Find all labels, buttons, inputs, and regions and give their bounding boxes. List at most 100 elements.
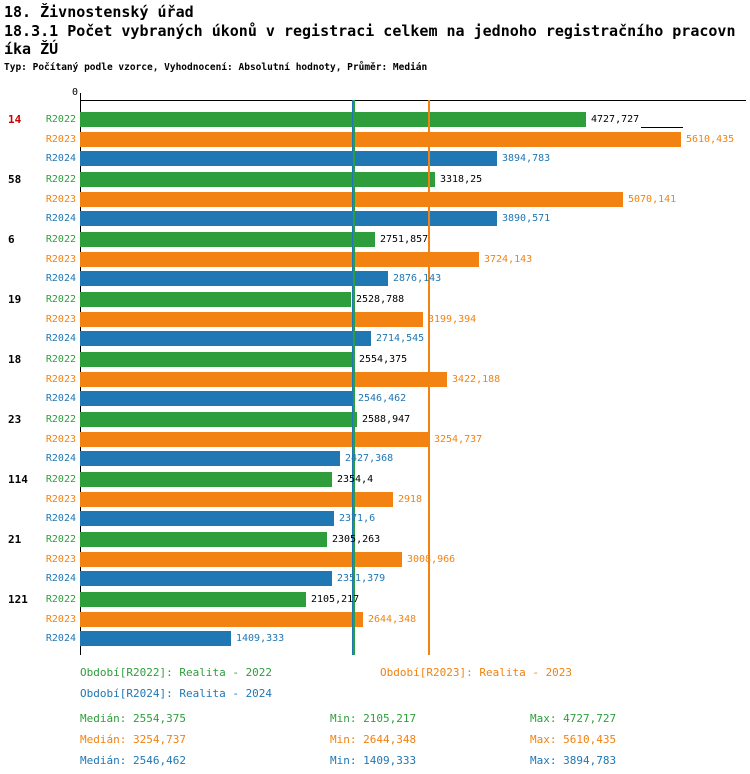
series-label: R2023 [45,253,76,265]
group-label: 19 [8,293,22,306]
legend-item-r2023: Období[R2023]: Realita - 2023 [380,666,573,679]
series-label: R2024 [45,453,76,464]
group-label: 114 [8,473,28,486]
series-label: R2023 [45,313,76,325]
bar-value-label: 2371,6 [339,513,376,524]
bar-r2022 [80,472,332,487]
bar-r2024 [80,331,371,346]
series-label: R2024 [45,273,76,284]
series-label: R2022 [45,174,76,185]
bar-value-label: 3890,571 [502,213,551,224]
bar-value-label: 2351,379 [337,573,386,584]
series-label: R2023 [45,433,76,445]
bar-value-label: 3254,737 [434,433,483,445]
report-title: 18. Živnostenský úřad [4,3,194,21]
series-label: R2024 [45,333,76,344]
stat-min-r2023: Min: 2644,348 [330,733,417,746]
bar-value-label: 3724,143 [484,253,533,265]
bar-value-label: 2918 [398,493,423,505]
median-line-r2022 [353,100,355,655]
bar-r2023 [80,611,363,627]
bar-r2023 [80,371,447,387]
bar-value-label: 2354,4 [337,474,374,485]
stat-max-r2024: Max: 3894,783 [530,754,617,767]
series-label: R2022 [45,294,76,305]
report-subtitle: 18.3.1 Počet vybraných úkonů v registrac… [4,22,736,58]
bar-value-label: 2546,462 [358,393,407,404]
series-label: R2022 [45,234,76,245]
bar-value-label: 3008,966 [407,553,456,565]
group-label: 121 [8,593,28,606]
bar-value-label: 5070,141 [628,193,677,205]
series-label: R2022 [45,414,76,425]
bar-r2024 [80,391,353,406]
bar-r2024 [80,451,340,466]
bar-value-label: 2528,788 [356,294,405,305]
bar-r2022 [80,232,375,247]
grouped-bar-chart: 0 14 R2022 4727,727 R2023 5610,435 R2024 3894,… [0,87,750,660]
stat-min-r2022: Min: 2105,217 [330,712,417,725]
series-label: R2022 [45,474,76,485]
bar-r2022 [80,292,351,307]
bar-value-label: 3199,394 [428,313,477,325]
bar-value-label: 2751,857 [380,234,429,245]
stat-min-r2024: Min: 1409,333 [330,754,417,767]
stat-max-r2023: Max: 5610,435 [530,733,617,746]
group-label: 58 [8,173,22,186]
bar-r2023 [80,131,681,147]
series-label: R2022 [45,114,76,125]
bar-r2024 [80,571,332,586]
bar-r2023 [80,551,402,567]
group-label: 6 [8,233,15,246]
bar-r2023 [80,311,423,327]
series-label: R2022 [45,354,76,365]
bar-r2023 [80,191,623,207]
bar-r2022 [80,412,357,427]
series-label: R2023 [45,133,76,145]
bar-value-label: 2876,143 [393,273,442,284]
legend-item-r2022: Období[R2022]: Realita - 2022 [80,666,273,679]
bar-r2024 [80,631,231,646]
series-label: R2024 [45,573,76,584]
x-axis-line [80,100,746,101]
series-label: R2024 [45,633,76,644]
stat-max-r2022: Max: 4727,727 [530,712,617,725]
bar-r2024 [80,211,497,226]
bar-value-label: 2588,947 [362,414,411,425]
series-label: R2023 [45,493,76,505]
bar-value-label: 2554,375 [359,354,408,365]
group-label: 18 [8,353,22,366]
series-label: R2023 [45,613,76,625]
series-label: R2022 [45,594,76,605]
bar-r2022 [80,172,435,187]
bar-value-label: 3422,188 [452,373,501,385]
bar-value-label: 3318,25 [440,174,483,185]
median-line-r2023 [428,100,430,655]
origin-tick [80,93,81,100]
stat-median-r2024: Medián: 2546,462 [80,754,186,767]
bar-r2023 [80,491,393,507]
bar-r2022 [80,112,586,127]
bar-value-label: 2714,545 [376,333,425,344]
bar-value-label: 2105,217 [311,594,360,605]
bar-value-label: 2427,368 [345,453,394,464]
stat-median-r2023: Medián: 3254,737 [80,733,186,746]
bar-r2023 [80,251,479,267]
bar-r2022 [80,352,354,367]
series-label: R2024 [45,393,76,404]
bar-r2023 [80,431,429,447]
bar-value-label: 2305,263 [332,534,381,545]
series-label: R2024 [45,213,76,224]
bar-value-label: 2644,348 [368,613,417,625]
series-label: R2023 [45,193,76,205]
bar-r2022 [80,592,306,607]
stat-median-r2022: Medián: 2554,375 [80,712,186,725]
series-label: R2023 [45,553,76,565]
bar-value-label: 1409,333 [236,633,285,644]
bar-r2024 [80,151,497,166]
bar-value-label: 3894,783 [502,153,551,164]
bar-r2024 [80,511,334,526]
max-marker-line [641,127,683,128]
bar-value-label: 4727,727 [591,114,640,125]
